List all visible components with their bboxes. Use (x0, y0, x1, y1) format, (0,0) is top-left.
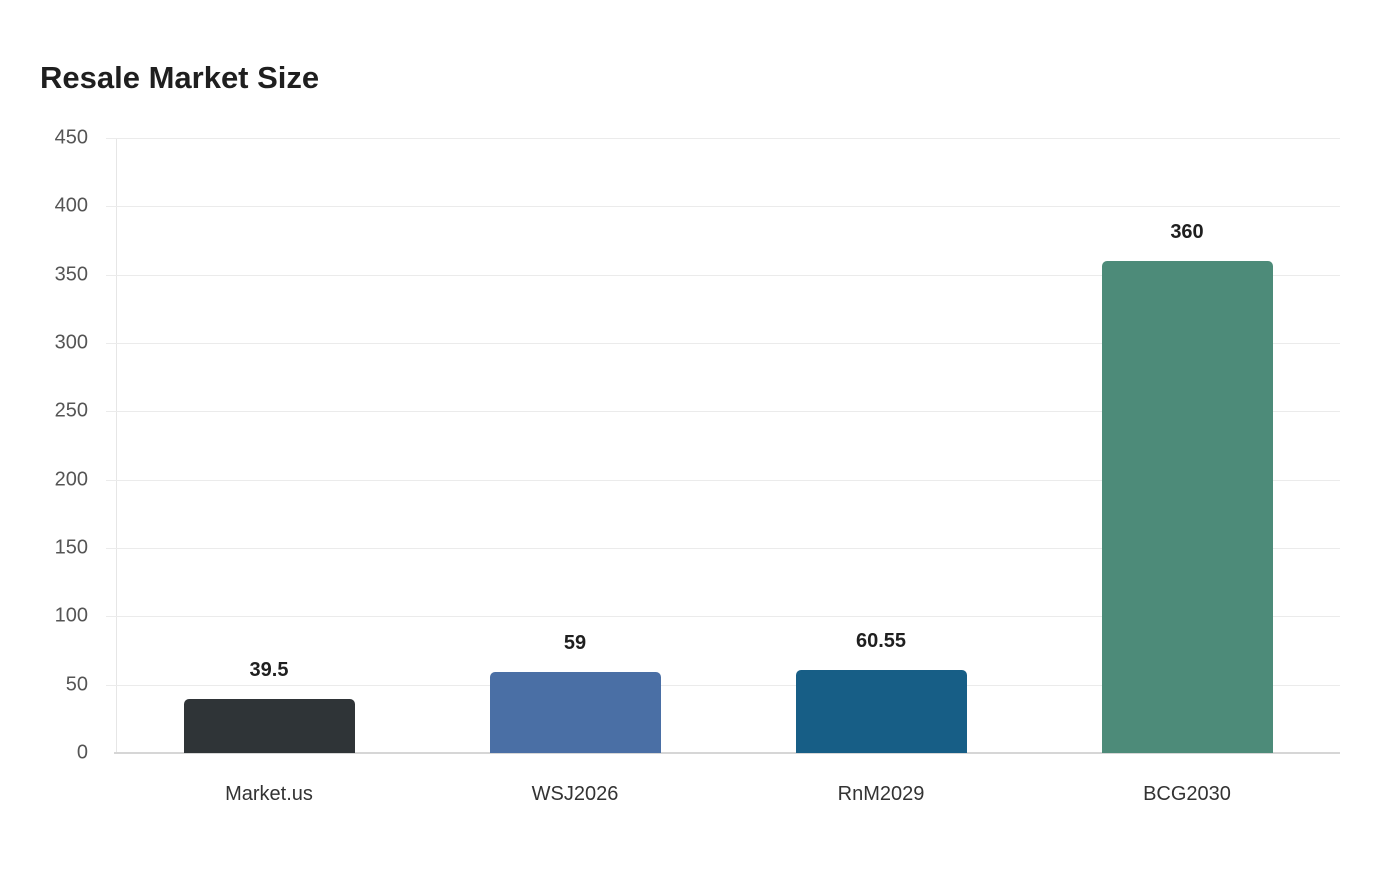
bar-value-label: 39.5 (249, 659, 289, 682)
y-tick-label: 450 (54, 126, 88, 149)
gridline (106, 616, 1340, 618)
y-axis-line (116, 138, 117, 753)
bar-market-us[interactable] (183, 699, 355, 753)
bar-value-label: 60.55 (855, 630, 907, 653)
y-tick-label: 400 (54, 194, 88, 217)
gridline (106, 206, 1340, 208)
bar-value-label: 59 (563, 632, 587, 655)
y-tick-label: 250 (54, 399, 88, 422)
x-tick-label: RnM2029 (837, 783, 925, 805)
y-tick-label: 50 (65, 673, 88, 696)
gridline (106, 411, 1340, 413)
x-axis-line (114, 752, 1340, 754)
gridline (106, 479, 1340, 481)
gridline (106, 684, 1340, 686)
x-tick-label: BCG2030 (1143, 783, 1231, 805)
y-tick-label: 100 (54, 604, 88, 627)
plot-area (106, 138, 1340, 754)
gridline (106, 138, 1340, 139)
chart-title: Resale Market Size (40, 60, 320, 95)
y-tick-label: 0 (76, 741, 88, 764)
gridline (106, 343, 1340, 344)
y-tick-label: 350 (54, 263, 88, 286)
y-tick-label: 300 (54, 331, 88, 354)
gridline (106, 548, 1340, 549)
bar-rnm2029[interactable] (795, 670, 967, 753)
gridline (106, 274, 1340, 276)
x-tick-label: WSJ2026 (531, 783, 619, 805)
bar-value-label: 360 (1170, 221, 1204, 243)
bar-wsj2026[interactable] (489, 672, 661, 753)
bar-bcg2030[interactable] (1101, 261, 1273, 753)
x-tick-label: Market.us (225, 783, 313, 805)
y-tick-label: 150 (54, 536, 88, 559)
y-tick-label: 200 (54, 468, 88, 491)
